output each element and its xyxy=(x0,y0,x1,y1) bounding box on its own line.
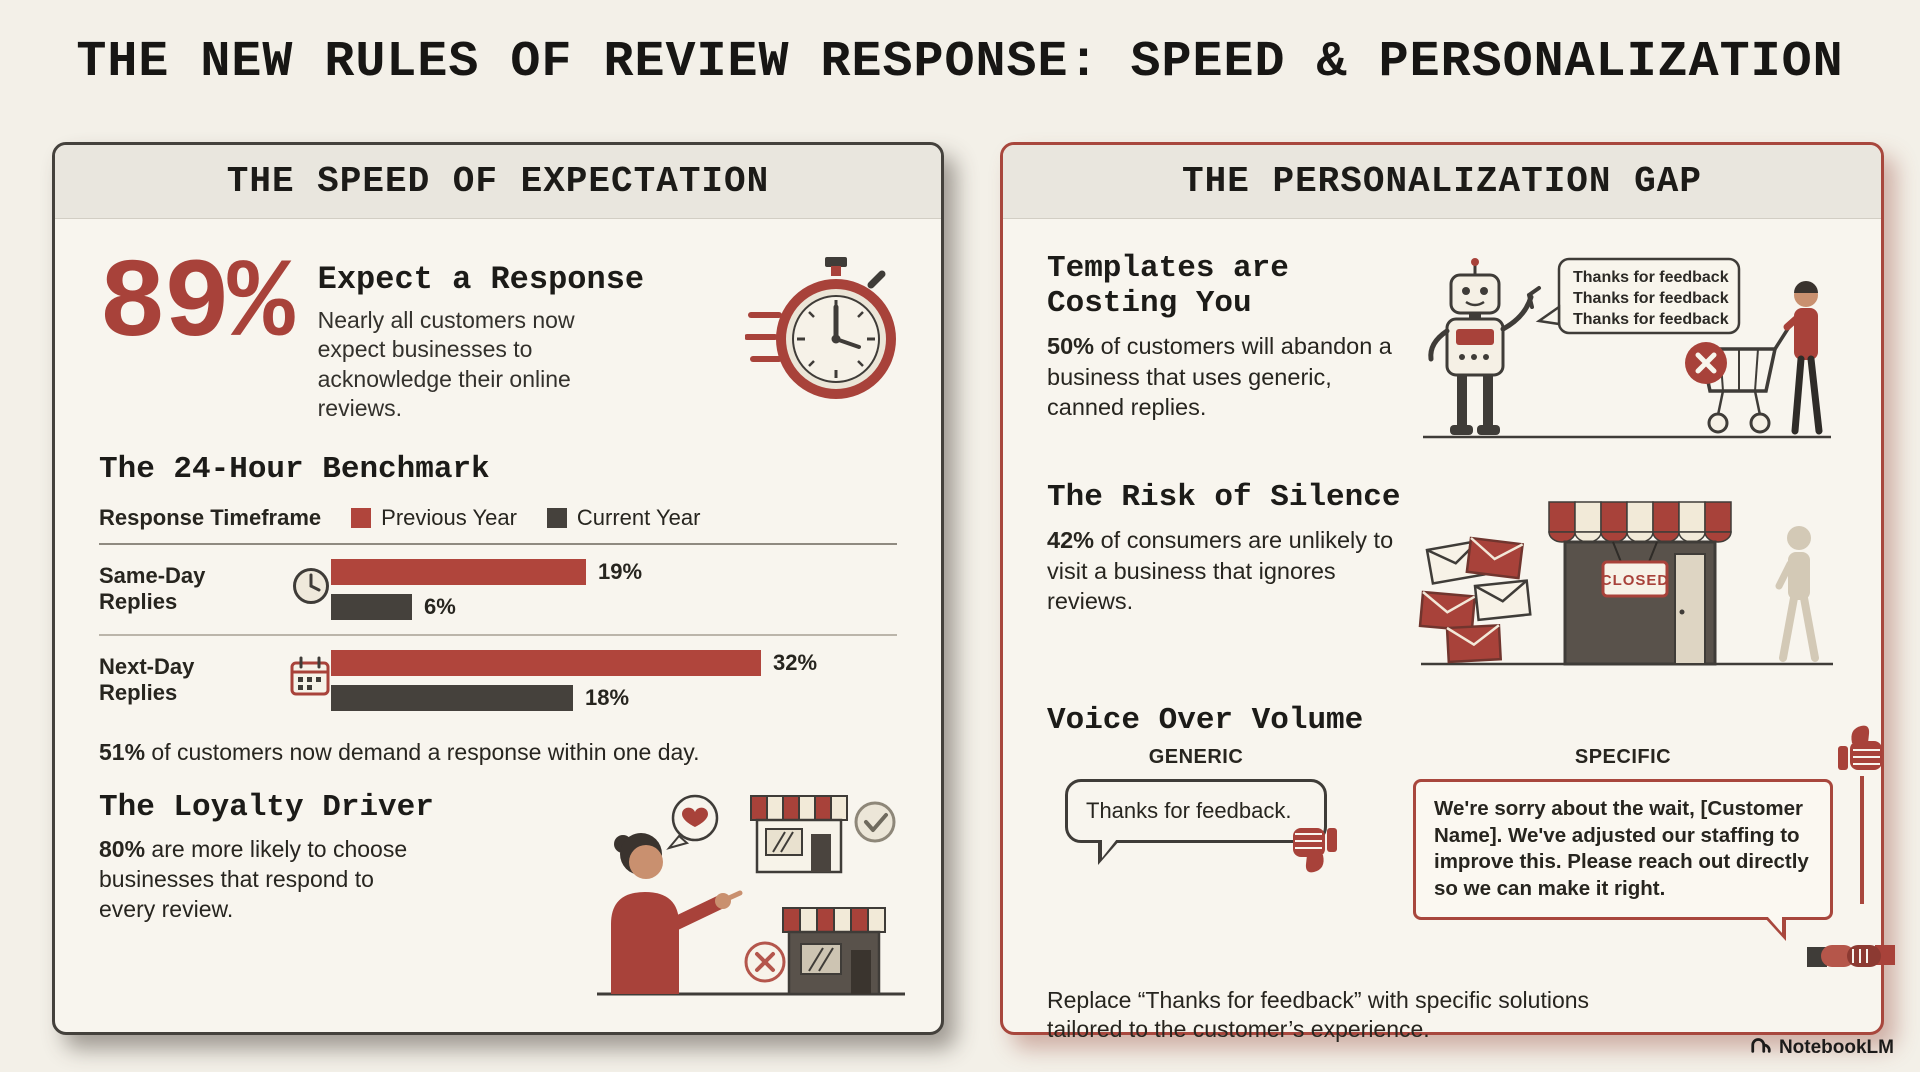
next-day-label: Next-Day Replies xyxy=(99,654,195,706)
robot-illustration: Thanks for feedback Thanks for feedback … xyxy=(1417,251,1837,456)
next-day-current-value: 18% xyxy=(585,684,630,710)
legend-current-year: Current Year xyxy=(546,504,701,531)
stopwatch-icon xyxy=(744,253,897,410)
current-year-swatch xyxy=(546,507,567,528)
closed-sign-text: CLOSED xyxy=(1601,572,1670,589)
connector-line xyxy=(1860,776,1864,904)
silence-stat: 42% xyxy=(1047,527,1095,553)
silence-section: The Risk of Silence 42% of consumers are… xyxy=(1047,480,1837,685)
same-day-label-row: Same-Day Replies xyxy=(99,563,331,615)
personalization-panel-body: Templates are Costing You 50% of custome… xyxy=(1003,219,1895,1042)
generic-label: GENERIC xyxy=(1148,746,1244,768)
templates-stat: 50% xyxy=(1047,333,1095,359)
next-day-current-line: 18% xyxy=(331,684,897,711)
next-day-previous-value: 32% xyxy=(773,649,818,675)
notebooklm-brand: NotebookLM xyxy=(1750,1034,1894,1062)
same-day-current-value: 6% xyxy=(424,593,456,619)
same-day-current-line: 6% xyxy=(331,593,897,620)
silence-body-text: of consumers are unlikely to visit a bus… xyxy=(1047,527,1394,615)
loyalty-body: 80% are more likely to choose businesses… xyxy=(99,835,429,925)
personalization-panel: THE PERSONALIZATION GAP Templates are Co… xyxy=(1000,142,1895,1042)
templates-section: Templates are Costing You 50% of custome… xyxy=(1047,251,1837,456)
speed-panel-header: THE SPEED OF EXPECTATION xyxy=(55,145,941,219)
specific-bubble-text: We're sorry about the wait, [Customer Na… xyxy=(1434,797,1809,900)
generic-bubble-text: Thanks for feedback. xyxy=(1086,798,1292,823)
benchmark-note-text: of customers now demand a response withi… xyxy=(145,738,700,765)
legend-previous-year: Previous Year xyxy=(351,505,517,531)
robot-speech-line-1: Thanks for feedback xyxy=(1573,269,1729,286)
templates-body: 50% of customers will abandon a business… xyxy=(1047,331,1407,423)
same-day-previous-bar xyxy=(331,558,586,585)
next-day-previous-bar xyxy=(331,649,761,676)
previous-year-label: Previous Year xyxy=(381,504,517,530)
benchmark-heading: The 24-Hour Benchmark xyxy=(99,451,490,487)
generic-bubble: Thanks for feedback. xyxy=(1065,779,1337,873)
silence-body: 42% of consumers are unlikely to visit a… xyxy=(1047,525,1407,617)
robot-speech-line-2: Thanks for feedback xyxy=(1573,290,1729,307)
generic-column: GENERIC Thanks for feedback. xyxy=(1065,746,1337,873)
closed-store-illustration: CLOSED xyxy=(1417,480,1837,685)
voice-comparison: GENERIC Thanks for feedback. xyxy=(1047,725,1895,967)
next-day-previous-line: 32% xyxy=(331,649,897,676)
expect-response-heading: Expect a Response xyxy=(317,261,645,298)
benchmark-note-stat: 51% xyxy=(99,738,146,765)
expect-response-section: 89% Expect a Response Nearly all custome… xyxy=(99,242,897,424)
same-day-current-bar xyxy=(331,593,412,620)
templates-heading: Templates are Costing You xyxy=(1047,251,1289,321)
benchmark-legend: Response Timeframe Previous Year Current… xyxy=(99,505,897,545)
current-year-label: Current Year xyxy=(576,504,701,530)
robot-speech-line-3: Thanks for feedback xyxy=(1573,311,1729,328)
handshake-icon xyxy=(1807,933,1895,984)
expect-response-text: Expect a Response Nearly all customers n… xyxy=(318,253,648,424)
thumbs-down-icon xyxy=(1288,824,1340,882)
previous-year-swatch xyxy=(351,507,372,528)
page-title: THE NEW RULES OF REVIEW RESPONSE: SPEED … xyxy=(76,34,1844,91)
next-day-current-bar xyxy=(331,684,573,711)
same-day-previous-line: 19% xyxy=(331,558,897,585)
loyalty-illustration xyxy=(583,766,913,1009)
voice-heading: Voice Over Volume xyxy=(1047,703,1364,738)
same-day-previous-value: 19% xyxy=(598,558,643,584)
calendar-icon xyxy=(289,656,331,704)
notebooklm-wordmark: NotebookLM xyxy=(1778,1037,1894,1058)
personalization-panel-header: THE PERSONALIZATION GAP xyxy=(1003,145,1881,219)
bar-group-next-day: Next-Day Replies xyxy=(99,636,897,725)
next-day-label-row: Next-Day Replies xyxy=(99,654,331,706)
specific-bubble: We're sorry about the wait, [Customer Na… xyxy=(1413,779,1833,941)
speed-panel-body: 89% Expect a Response Nearly all custome… xyxy=(55,219,941,1035)
benchmark-note: 51% of customers now demand a response w… xyxy=(99,739,897,766)
same-day-bars: 19% 6% xyxy=(331,558,897,620)
bar-group-same-day: Same-Day Replies 19% xyxy=(99,545,897,636)
stat-89-percent: 89% xyxy=(99,242,295,369)
specific-column: SPECIFIC We're sorry about the wait, [Cu… xyxy=(1413,725,1895,967)
silence-heading: The Risk of Silence xyxy=(1047,480,1401,515)
speed-panel: THE SPEED OF EXPECTATION 89% Expect a Re… xyxy=(52,142,944,1035)
templates-text: Templates are Costing You 50% of custome… xyxy=(1047,251,1407,423)
loyalty-heading: The Loyalty Driver xyxy=(99,789,434,825)
voice-footer: Replace “Thanks for feedback” with speci… xyxy=(1047,986,1590,1043)
benchmark-chart: Response Timeframe Previous Year Current… xyxy=(99,505,897,725)
legend-title: Response Timeframe xyxy=(99,504,322,530)
templates-body-text: of customers will abandon a business tha… xyxy=(1047,333,1392,421)
next-day-bars: 32% 18% xyxy=(331,649,897,711)
loyalty-stat: 80% xyxy=(99,835,146,862)
notebooklm-logo-icon xyxy=(1750,1034,1772,1062)
clock-icon xyxy=(291,566,331,612)
thumbs-up-icon xyxy=(1835,722,1887,779)
envelope-pile xyxy=(1418,536,1532,664)
silence-text: The Risk of Silence 42% of consumers are… xyxy=(1047,480,1407,617)
expect-response-body: Nearly all customers now expect business… xyxy=(317,307,575,422)
loyalty-text: are more likely to choose businesses tha… xyxy=(99,835,408,922)
specific-label: SPECIFIC xyxy=(1574,746,1672,768)
same-day-label: Same-Day Replies xyxy=(99,563,206,615)
